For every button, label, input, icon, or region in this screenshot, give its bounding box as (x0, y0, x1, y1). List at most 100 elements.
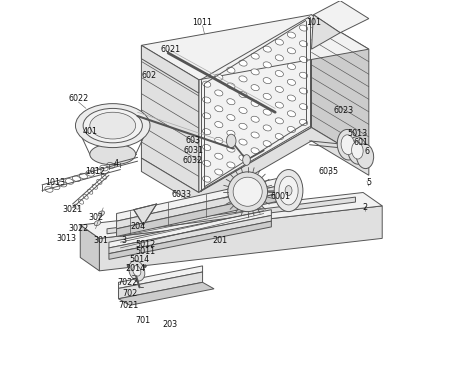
Text: 6001: 6001 (271, 192, 291, 201)
Ellipse shape (279, 176, 298, 205)
Text: 6031: 6031 (183, 146, 203, 155)
Ellipse shape (243, 155, 250, 166)
Ellipse shape (202, 97, 211, 103)
Polygon shape (199, 15, 312, 192)
Ellipse shape (215, 106, 223, 112)
Ellipse shape (202, 160, 211, 166)
Text: 203: 203 (162, 320, 178, 329)
Ellipse shape (90, 144, 136, 165)
Polygon shape (119, 282, 214, 305)
Ellipse shape (202, 176, 211, 182)
Polygon shape (99, 206, 382, 271)
Text: 603: 603 (185, 136, 201, 146)
Text: 6033: 6033 (171, 190, 192, 199)
Polygon shape (80, 192, 382, 238)
Ellipse shape (348, 137, 367, 164)
Ellipse shape (263, 141, 272, 147)
Ellipse shape (239, 76, 247, 82)
Ellipse shape (202, 129, 211, 135)
Polygon shape (312, 15, 340, 49)
Ellipse shape (215, 169, 223, 175)
Text: 3013: 3013 (57, 234, 77, 243)
Polygon shape (80, 225, 99, 271)
Text: 101: 101 (306, 18, 321, 27)
Ellipse shape (251, 100, 259, 107)
Ellipse shape (227, 67, 235, 73)
Ellipse shape (239, 155, 247, 161)
Ellipse shape (227, 162, 235, 168)
Ellipse shape (287, 32, 295, 38)
Polygon shape (313, 1, 369, 33)
Text: 702: 702 (122, 289, 138, 298)
Text: 204: 204 (130, 223, 145, 231)
Ellipse shape (274, 169, 303, 212)
Text: 602: 602 (142, 72, 156, 80)
Polygon shape (119, 266, 202, 288)
Ellipse shape (227, 99, 235, 105)
Ellipse shape (263, 109, 272, 115)
Polygon shape (142, 45, 199, 93)
Ellipse shape (299, 72, 308, 78)
Ellipse shape (299, 25, 308, 31)
Ellipse shape (299, 104, 308, 110)
Text: 6023: 6023 (334, 106, 354, 115)
Text: 6022: 6022 (68, 94, 88, 103)
Ellipse shape (227, 83, 235, 89)
Text: 5013: 5013 (347, 129, 368, 138)
Ellipse shape (251, 132, 259, 138)
Ellipse shape (275, 55, 283, 61)
Ellipse shape (251, 69, 259, 75)
Ellipse shape (239, 123, 247, 129)
Text: 701: 701 (136, 316, 151, 325)
Polygon shape (109, 210, 272, 248)
Ellipse shape (239, 60, 247, 66)
Ellipse shape (275, 39, 283, 45)
Ellipse shape (227, 114, 235, 121)
Ellipse shape (263, 78, 272, 84)
Polygon shape (116, 177, 283, 221)
Ellipse shape (227, 131, 235, 136)
Ellipse shape (287, 48, 295, 54)
Ellipse shape (287, 95, 295, 101)
Ellipse shape (215, 122, 223, 127)
Polygon shape (142, 15, 369, 80)
Ellipse shape (287, 111, 295, 117)
Text: 3021: 3021 (63, 205, 83, 214)
Text: 201: 201 (212, 236, 227, 245)
Ellipse shape (263, 94, 272, 99)
Text: 6035: 6035 (319, 167, 339, 176)
Polygon shape (119, 272, 202, 299)
Ellipse shape (227, 146, 235, 152)
Ellipse shape (287, 79, 295, 85)
Text: 3: 3 (122, 236, 127, 245)
Text: 6021: 6021 (160, 45, 180, 54)
Ellipse shape (202, 81, 211, 87)
Ellipse shape (263, 46, 272, 52)
Polygon shape (134, 204, 156, 225)
Ellipse shape (263, 125, 272, 131)
Ellipse shape (299, 119, 308, 126)
Text: 5: 5 (366, 178, 371, 187)
Text: 5011: 5011 (135, 247, 155, 256)
Text: 7021: 7021 (118, 301, 138, 310)
Ellipse shape (83, 109, 143, 143)
Text: 7022: 7022 (118, 278, 138, 287)
Ellipse shape (263, 62, 272, 68)
Text: 1013: 1013 (46, 178, 65, 187)
Ellipse shape (275, 86, 283, 92)
Polygon shape (142, 127, 369, 206)
Ellipse shape (215, 90, 223, 96)
Ellipse shape (133, 266, 141, 276)
Ellipse shape (275, 102, 283, 108)
Ellipse shape (299, 41, 308, 47)
Text: 401: 401 (83, 127, 97, 136)
Polygon shape (116, 185, 283, 229)
Text: 3022: 3022 (68, 224, 88, 233)
Ellipse shape (215, 137, 223, 144)
Text: 601: 601 (354, 138, 368, 147)
Ellipse shape (239, 139, 247, 145)
Ellipse shape (226, 134, 236, 147)
Ellipse shape (275, 118, 283, 124)
Text: 1011: 1011 (193, 18, 212, 27)
Text: 5012: 5012 (135, 239, 155, 249)
